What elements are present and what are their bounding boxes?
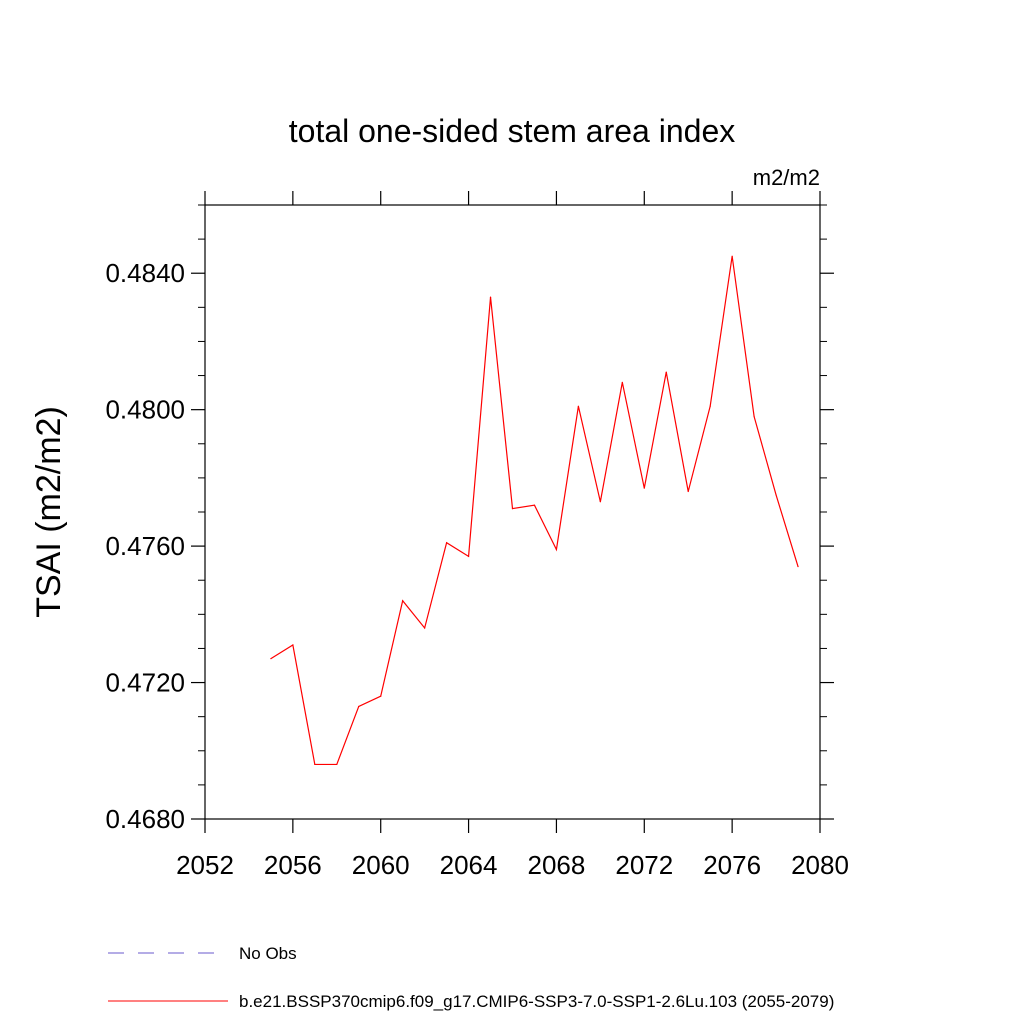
legend-label-model-run: b.e21.BSSP370cmip6.f09_g17.CMIP6-SSP3-7.… xyxy=(239,992,834,1011)
data-point xyxy=(489,296,492,298)
y-tick-label: 0.4840 xyxy=(105,258,185,288)
data-point xyxy=(643,487,645,489)
y-tick-label: 0.4760 xyxy=(105,531,185,561)
data-point xyxy=(599,501,601,503)
x-tick-label: 2060 xyxy=(352,850,410,880)
y-axis-label: TSAI (m2/m2) xyxy=(30,406,68,618)
x-tick-label: 2080 xyxy=(791,850,849,880)
x-tick-label: 2052 xyxy=(176,850,234,880)
legend-label-no-obs: No Obs xyxy=(239,944,297,963)
data-point xyxy=(270,658,272,660)
y-tick-label: 0.4800 xyxy=(105,395,185,425)
data-point xyxy=(621,381,623,383)
data-point xyxy=(709,405,711,407)
x-tick-label: 2072 xyxy=(615,850,673,880)
y-tick-label: 0.4680 xyxy=(105,804,185,834)
data-point xyxy=(577,405,579,407)
data-point xyxy=(314,763,316,766)
data-point xyxy=(511,507,514,510)
data-point xyxy=(797,565,799,568)
data-point xyxy=(380,695,382,697)
data-point xyxy=(775,494,777,496)
data-point xyxy=(358,705,360,708)
x-tick-label: 2076 xyxy=(703,850,761,880)
data-point xyxy=(467,555,470,557)
data-point xyxy=(687,490,689,493)
y-tick-label: 0.4720 xyxy=(105,668,185,698)
data-point xyxy=(731,255,733,257)
x-tick-label: 2064 xyxy=(440,850,498,880)
data-point xyxy=(665,371,667,373)
x-tick-label: 2068 xyxy=(528,850,586,880)
x-axis-ticks: 2052 2056 2060 2064 2068 2072 2076 2080 xyxy=(176,191,849,880)
data-point xyxy=(402,600,404,602)
data-point xyxy=(446,542,448,544)
data-point xyxy=(533,504,536,506)
plot-frame xyxy=(204,204,821,820)
series-layer xyxy=(270,255,799,766)
y-axis-ticks: 0.4680 0.4720 0.4760 0.4800 0.4840 xyxy=(105,204,834,834)
data-point xyxy=(292,644,294,646)
data-point xyxy=(424,627,426,629)
data-point xyxy=(336,763,338,766)
data-point xyxy=(753,415,755,418)
legend: No Obs b.e21.BSSP370cmip6.f09_g17.CMIP6-… xyxy=(108,944,834,1011)
chart-title: total one-sided stem area index xyxy=(289,113,735,149)
units-label: m2/m2 xyxy=(753,165,820,190)
series-line-1 xyxy=(270,256,799,766)
x-tick-label: 2056 xyxy=(264,850,322,880)
data-point xyxy=(555,548,558,551)
